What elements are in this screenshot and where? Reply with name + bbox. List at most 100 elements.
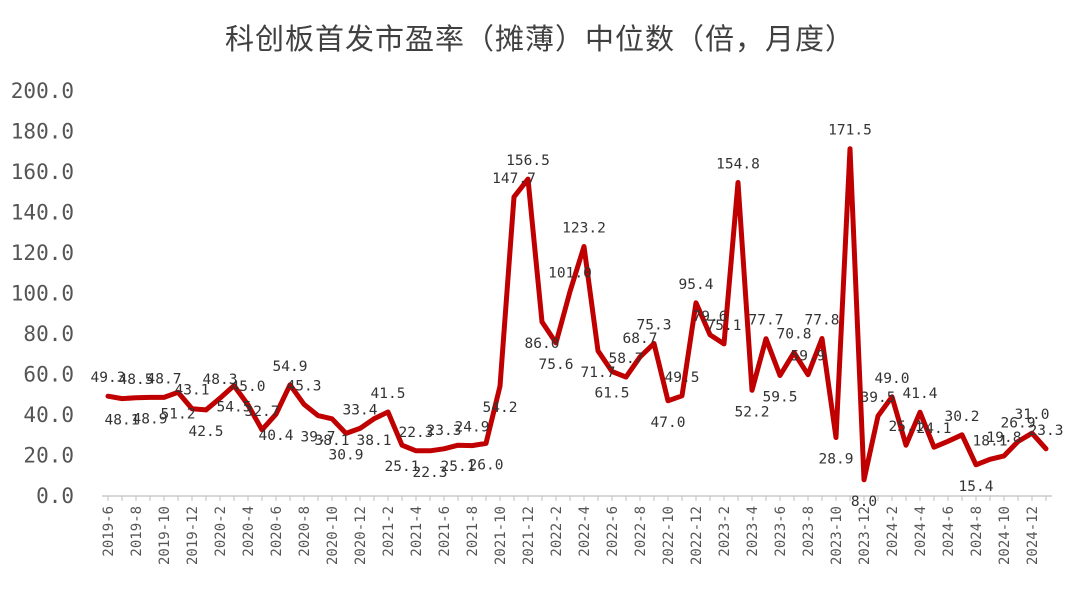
x-tick-label: 2019-8 (129, 506, 145, 557)
data-label: 18.1 (973, 433, 1008, 449)
y-tick-label: 100.0 (11, 282, 74, 306)
data-label: 156.5 (506, 153, 550, 169)
x-tick-label: 2023-10 (829, 506, 845, 565)
data-label: 40.4 (259, 428, 294, 444)
data-label: 52.2 (735, 404, 770, 420)
chart-title: 科创板首发市盈率（摊薄）中位数（倍，月度） (224, 22, 855, 56)
data-label: 75.3 (637, 318, 672, 334)
x-axis-labels: 2019-6 2019-8 2019-10 2019-12 2020-2 2020-4 20… (101, 506, 1041, 565)
data-label: 101.0 (548, 265, 592, 281)
y-tick-label: 120.0 (11, 241, 74, 265)
data-label: 48.3 (203, 372, 238, 388)
data-label: 95.4 (679, 277, 714, 293)
data-label: 38.1 (315, 433, 350, 449)
data-label: 49.0 (875, 371, 910, 387)
x-tick-label: 2020-10 (325, 506, 341, 565)
x-tick-label: 2022-12 (689, 506, 705, 565)
x-tick-label: 2021-10 (493, 506, 509, 565)
data-label: 25.1 (889, 419, 924, 435)
data-label: 171.5 (828, 123, 872, 139)
data-label: 22.3 (413, 465, 448, 481)
data-label: 123.2 (562, 221, 606, 237)
x-tick-label: 2020-8 (297, 506, 313, 557)
data-label: 22.3 (399, 425, 434, 441)
x-tick-label: 2024-8 (969, 506, 985, 557)
y-tick-label: 20.0 (23, 444, 74, 468)
data-label: 47.0 (651, 415, 686, 431)
data-label: 23.3 (1029, 423, 1064, 439)
x-tick-label: 2021-2 (381, 506, 397, 557)
x-tick-label: 2022-2 (549, 506, 565, 557)
data-label: 25.1 (441, 459, 476, 475)
data-label: 41.4 (903, 386, 938, 402)
x-tick-label: 2019-10 (157, 506, 173, 565)
x-tick-label: 2021-4 (409, 506, 425, 557)
data-label: 54.2 (483, 400, 518, 416)
y-tick-label: 0.0 (36, 484, 74, 508)
data-label: 77.7 (749, 313, 784, 329)
x-tick-label: 2020-6 (269, 506, 285, 557)
x-tick-label: 2024-10 (997, 506, 1013, 565)
x-tick-label: 2024-4 (913, 506, 929, 557)
y-tick-label: 160.0 (11, 160, 74, 184)
data-label: 75.6 (539, 357, 574, 373)
data-label: 68.7 (623, 331, 658, 347)
data-label: 58.7 (609, 351, 644, 367)
x-tick-label: 2020-12 (353, 506, 369, 565)
x-axis-ticks (107, 496, 1047, 501)
data-label: 48.5 (119, 372, 154, 388)
y-axis: 0.0 20.0 40.0 60.0 80.0 100.0 120.0 140.0 160.0 1… (11, 79, 74, 508)
x-tick-label: 2023-2 (717, 506, 733, 557)
data-label: 59.5 (763, 390, 798, 406)
series-line (105, 146, 1049, 483)
y-tick-label: 40.0 (23, 403, 74, 427)
data-label: 45.3 (287, 378, 322, 394)
x-tick-label: 2021-8 (465, 506, 481, 557)
data-label: 28.9 (819, 451, 854, 467)
data-label: 19.8 (987, 430, 1022, 446)
data-label: 24.1 (917, 421, 952, 437)
x-tick-label: 2021-12 (521, 506, 537, 565)
data-label: 54.9 (273, 359, 308, 375)
x-tick-label: 2022-10 (661, 506, 677, 565)
x-tick-label: 2024-12 (1025, 506, 1041, 565)
data-label: 31.0 (1015, 407, 1050, 423)
x-tick-label: 2022-6 (605, 506, 621, 557)
data-label: 70.8 (777, 327, 812, 343)
data-label: 75.1 (707, 318, 742, 334)
data-label: 30.9 (329, 447, 364, 463)
data-label: 26.9 (1001, 416, 1036, 432)
data-label: 43.1 (175, 383, 210, 399)
y-tick-label: 80.0 (23, 322, 74, 346)
data-label: 41.5 (371, 386, 406, 402)
x-tick-label: 2019-6 (101, 506, 117, 557)
data-label: 48.7 (147, 371, 182, 387)
data-label: 32.7 (245, 404, 280, 420)
data-label: 25.1 (385, 459, 420, 475)
data-label: 23.3 (427, 423, 462, 439)
data-label: 54.5 (217, 400, 252, 416)
x-tick-label: 2020-4 (241, 506, 257, 557)
data-label: 48.9 (133, 411, 168, 427)
data-label: 147.7 (492, 171, 536, 187)
data-label: 45.0 (231, 379, 266, 395)
data-label: 30.2 (945, 409, 980, 425)
data-label: 39.5 (861, 390, 896, 406)
data-label: 8.0 (851, 494, 877, 510)
data-label: 33.4 (343, 402, 378, 418)
data-label: 26.0 (469, 457, 504, 473)
data-label: 24.9 (455, 420, 490, 436)
x-tick-label: 2019-12 (185, 506, 201, 565)
x-tick-label: 2023-12 (857, 506, 873, 565)
data-label: 59.9 (791, 349, 826, 365)
data-label: 86.0 (525, 336, 560, 352)
data-label: 39.7 (301, 430, 336, 446)
y-tick-label: 60.0 (23, 363, 74, 387)
x-tick-label: 2024-6 (941, 506, 957, 557)
x-tick-label: 2022-4 (577, 506, 593, 557)
x-tick-label: 2020-2 (213, 506, 229, 557)
x-tick-label: 2024-2 (885, 506, 901, 557)
x-tick-label: 2023-8 (801, 506, 817, 557)
data-label: 61.5 (595, 385, 630, 401)
